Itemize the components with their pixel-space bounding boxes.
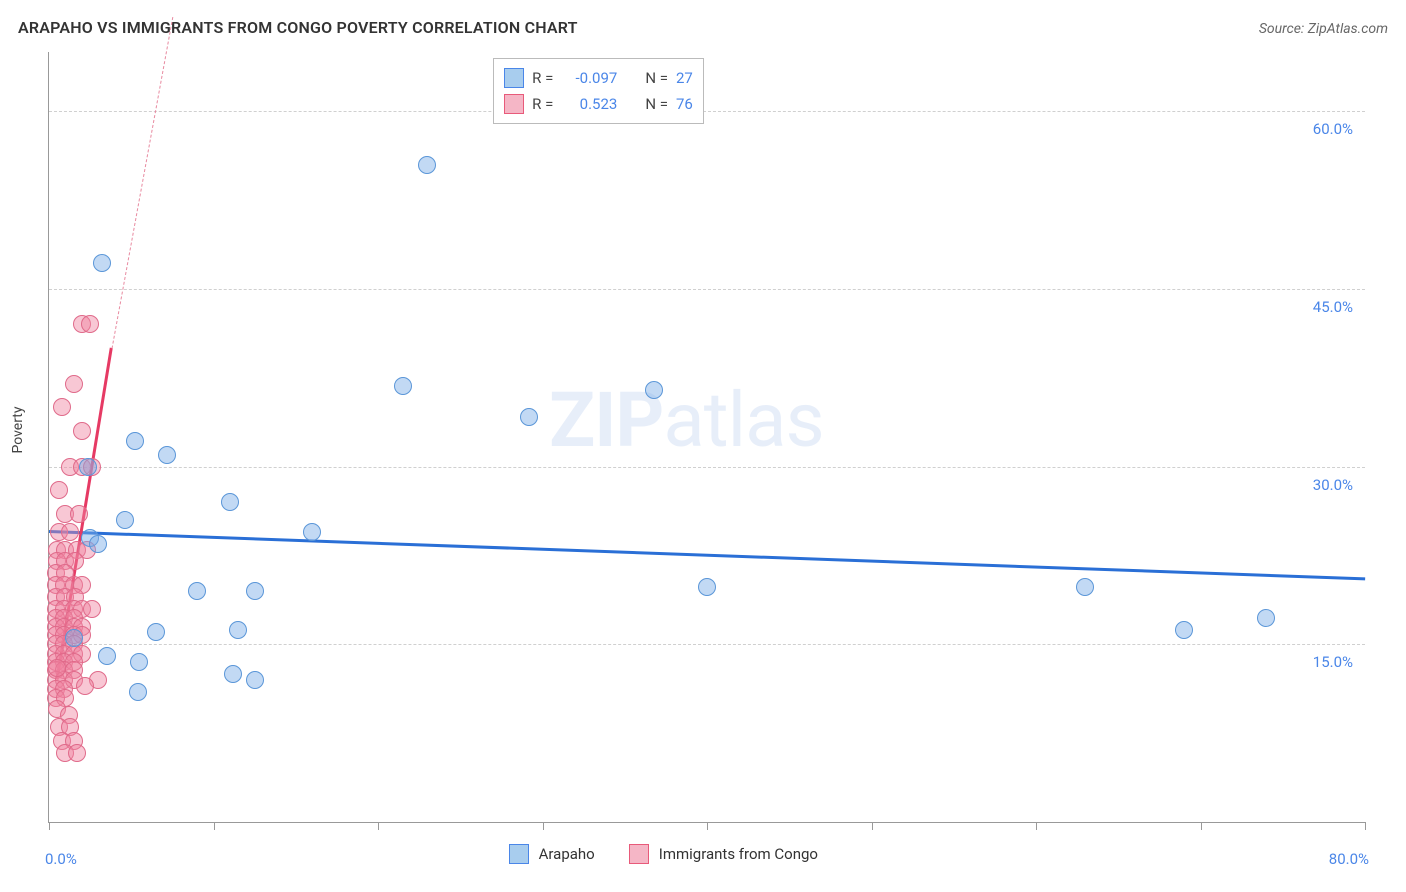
data-point-arapaho <box>246 671 264 689</box>
data-point-arapaho <box>394 377 412 395</box>
data-point-arapaho <box>93 254 111 272</box>
data-point-arapaho <box>188 582 206 600</box>
data-point-arapaho <box>698 578 716 596</box>
data-point-arapaho <box>130 653 148 671</box>
grid-line <box>49 289 1365 290</box>
data-point-arapaho <box>79 458 97 476</box>
watermark: ZIPatlas <box>549 375 824 465</box>
x-tick-mark <box>378 822 379 830</box>
data-point-congo <box>53 398 71 416</box>
data-point-congo <box>68 744 86 762</box>
x-tick-label: 0.0% <box>45 850 77 868</box>
legend-label: Immigrants from Congo <box>659 845 818 863</box>
data-point-congo <box>73 422 91 440</box>
legend-swatch <box>509 844 529 864</box>
legend-swatch <box>504 94 524 114</box>
data-point-congo <box>81 315 99 333</box>
data-point-arapaho <box>229 621 247 639</box>
scatter-plot-area: 15.0%30.0%45.0%60.0%0.0%80.0%ZIPatlasR =… <box>48 52 1365 823</box>
y-tick-label: 15.0% <box>1313 653 1353 671</box>
grid-line <box>49 111 1365 112</box>
trend-line <box>49 530 1365 580</box>
y-tick-label: 60.0% <box>1313 120 1353 138</box>
data-point-arapaho <box>1175 621 1193 639</box>
data-point-arapaho <box>129 683 147 701</box>
y-tick-label: 45.0% <box>1313 298 1353 316</box>
data-point-arapaho <box>221 493 239 511</box>
series-legend: Arapaho Immigrants from Congo <box>509 844 842 864</box>
data-point-arapaho <box>89 535 107 553</box>
x-tick-mark <box>1365 822 1366 830</box>
data-point-congo <box>70 505 88 523</box>
data-point-arapaho <box>520 408 538 426</box>
x-tick-mark <box>214 822 215 830</box>
data-point-congo <box>83 600 101 618</box>
source-attribution: Source: ZipAtlas.com <box>1259 21 1388 37</box>
data-point-arapaho <box>224 665 242 683</box>
data-point-arapaho <box>147 623 165 641</box>
legend-label: Arapaho <box>539 845 595 863</box>
data-point-arapaho <box>418 156 436 174</box>
data-point-arapaho <box>645 381 663 399</box>
data-point-arapaho <box>98 647 116 665</box>
data-point-arapaho <box>1076 578 1094 596</box>
data-point-arapaho <box>116 511 134 529</box>
data-point-congo <box>48 659 66 677</box>
data-point-arapaho <box>246 582 264 600</box>
legend-row: R =-0.097N =27 <box>504 65 693 91</box>
x-tick-mark <box>1201 822 1202 830</box>
data-point-arapaho <box>1257 609 1275 627</box>
data-point-congo <box>50 481 68 499</box>
data-point-congo <box>61 523 79 541</box>
data-point-arapaho <box>158 446 176 464</box>
legend-swatch <box>629 844 649 864</box>
grid-line <box>49 644 1365 645</box>
x-tick-label: 80.0% <box>1329 850 1369 868</box>
x-tick-mark <box>872 822 873 830</box>
data-point-arapaho <box>126 432 144 450</box>
trend-line <box>111 17 173 349</box>
x-tick-mark <box>49 822 50 830</box>
x-tick-mark <box>543 822 544 830</box>
legend-row: R =0.523N =76 <box>504 91 693 117</box>
x-tick-mark <box>1036 822 1037 830</box>
correlation-legend: R =-0.097N =27R =0.523N =76 <box>493 58 704 124</box>
y-axis-label: Poverty <box>10 406 26 453</box>
data-point-arapaho <box>65 629 83 647</box>
data-point-arapaho <box>303 523 321 541</box>
legend-swatch <box>504 68 524 88</box>
chart-title: ARAPAHO VS IMMIGRANTS FROM CONGO POVERTY… <box>18 18 578 37</box>
data-point-congo <box>76 677 94 695</box>
y-tick-label: 30.0% <box>1313 476 1353 494</box>
grid-line <box>49 467 1365 468</box>
data-point-congo <box>65 375 83 393</box>
x-tick-mark <box>707 822 708 830</box>
